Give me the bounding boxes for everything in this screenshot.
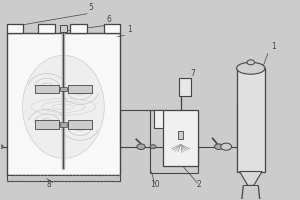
Circle shape [214,144,223,149]
Bar [164,110,198,166]
Text: 7: 7 [190,69,195,78]
Circle shape [221,143,232,150]
Ellipse shape [247,60,254,65]
Polygon shape [240,172,262,185]
Bar [35,85,59,93]
Text: 6: 6 [107,15,112,24]
Bar [7,33,120,175]
Bar [60,25,67,32]
Text: 10: 10 [150,180,160,189]
Bar [179,78,191,96]
Bar [68,85,92,93]
Bar [70,24,87,33]
Text: 2: 2 [196,180,201,189]
Text: 1: 1 [128,25,132,34]
Bar [68,120,92,129]
Bar [154,110,164,128]
Circle shape [0,145,3,149]
Circle shape [137,144,145,149]
Bar [178,131,183,139]
Ellipse shape [237,62,265,74]
Ellipse shape [22,55,104,158]
Circle shape [150,145,156,149]
Bar [7,24,23,33]
Text: 5: 5 [89,3,94,12]
Bar [237,68,265,172]
Bar [7,175,120,181]
Text: 1: 1 [271,42,276,51]
Bar [104,24,120,33]
Bar [38,24,55,33]
Text: 8: 8 [47,180,52,189]
Bar [35,120,59,129]
Bar [60,122,67,127]
Bar [60,87,67,91]
